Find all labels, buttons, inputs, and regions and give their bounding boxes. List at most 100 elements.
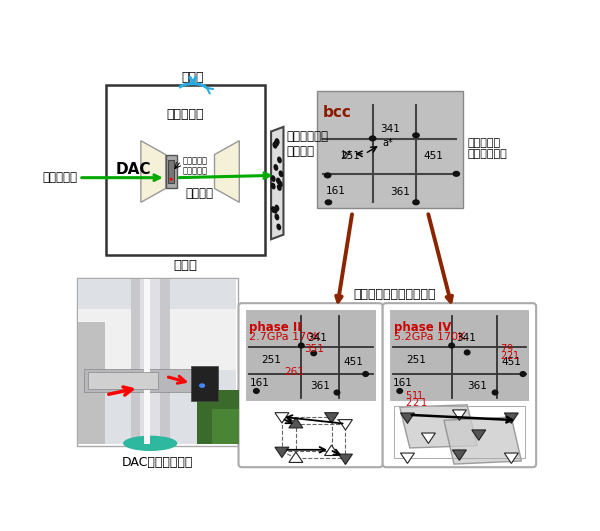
Text: 回転軸: 回転軸 <box>182 72 204 84</box>
Ellipse shape <box>277 224 281 230</box>
Bar <box>144 279 150 444</box>
Text: 351: 351 <box>304 344 324 354</box>
Ellipse shape <box>278 181 283 187</box>
Polygon shape <box>338 419 352 430</box>
Polygon shape <box>275 413 289 423</box>
Bar <box>131 279 170 444</box>
Text: 9: 9 <box>506 344 513 354</box>
Bar <box>78 309 236 370</box>
Text: 7: 7 <box>500 344 507 354</box>
Ellipse shape <box>491 389 499 396</box>
Text: 5.2GPa 170K: 5.2GPa 170K <box>394 332 465 341</box>
Bar <box>191 366 218 401</box>
Text: DAC実験装置写真: DAC実験装置写真 <box>121 457 193 469</box>
Ellipse shape <box>520 371 526 377</box>
Polygon shape <box>141 141 166 202</box>
Text: 放射光Ｘ線: 放射光Ｘ線 <box>43 171 77 184</box>
Bar <box>88 372 158 389</box>
Text: DAC: DAC <box>115 162 151 177</box>
Text: 451: 451 <box>424 151 443 161</box>
Ellipse shape <box>334 389 340 396</box>
Ellipse shape <box>412 199 420 205</box>
Ellipse shape <box>452 171 460 177</box>
Bar <box>77 278 238 446</box>
Ellipse shape <box>272 207 278 214</box>
FancyBboxPatch shape <box>239 303 383 467</box>
Text: 341: 341 <box>457 333 476 343</box>
Ellipse shape <box>275 138 280 145</box>
Polygon shape <box>400 405 477 448</box>
Text: 圧力測定用
ルビー結晶: 圧力測定用 ルビー結晶 <box>183 156 208 176</box>
Text: 251: 251 <box>407 355 427 365</box>
Polygon shape <box>271 127 283 239</box>
FancyBboxPatch shape <box>383 303 536 467</box>
Text: 261: 261 <box>284 367 304 376</box>
Ellipse shape <box>325 199 332 205</box>
Text: 361: 361 <box>391 187 410 198</box>
Text: 2: 2 <box>405 398 412 408</box>
Ellipse shape <box>464 349 470 356</box>
Ellipse shape <box>412 132 420 139</box>
Ellipse shape <box>274 164 278 171</box>
Text: a*: a* <box>382 138 392 148</box>
Ellipse shape <box>123 435 178 451</box>
Text: bcc: bcc <box>323 105 352 119</box>
Text: 161: 161 <box>326 186 346 196</box>
Text: 451: 451 <box>343 357 363 367</box>
Polygon shape <box>421 433 436 443</box>
Bar <box>78 322 105 444</box>
Bar <box>78 279 236 444</box>
Text: 2.7GPa 170K: 2.7GPa 170K <box>250 332 321 341</box>
Ellipse shape <box>274 204 280 211</box>
Text: 161: 161 <box>393 378 413 388</box>
Polygon shape <box>472 430 486 440</box>
Polygon shape <box>505 413 518 423</box>
Ellipse shape <box>277 184 281 191</box>
Ellipse shape <box>298 342 305 349</box>
Text: 1: 1 <box>421 398 427 408</box>
Ellipse shape <box>199 383 205 388</box>
Ellipse shape <box>310 350 317 356</box>
Text: 低温高圧の回折パターン: 低温高圧の回折パターン <box>354 288 436 301</box>
Ellipse shape <box>324 172 332 178</box>
Polygon shape <box>325 445 338 456</box>
Polygon shape <box>401 413 415 423</box>
Text: 常温常圧の
回折パターン: 常温常圧の 回折パターン <box>467 138 507 159</box>
Text: 2: 2 <box>412 398 418 408</box>
Polygon shape <box>452 450 466 460</box>
Polygon shape <box>275 447 289 458</box>
Ellipse shape <box>362 371 369 377</box>
Bar <box>106 85 265 255</box>
Polygon shape <box>289 417 303 428</box>
Polygon shape <box>452 410 466 421</box>
Ellipse shape <box>278 170 283 177</box>
Bar <box>166 155 176 189</box>
Text: 2: 2 <box>500 350 507 361</box>
Polygon shape <box>289 452 303 463</box>
Bar <box>168 160 174 183</box>
Ellipse shape <box>274 140 279 147</box>
Ellipse shape <box>253 388 260 394</box>
Polygon shape <box>444 417 521 464</box>
Text: 361: 361 <box>467 381 487 391</box>
Bar <box>212 409 239 444</box>
Ellipse shape <box>274 213 280 220</box>
Polygon shape <box>338 454 352 465</box>
Ellipse shape <box>396 388 403 394</box>
Bar <box>389 310 529 401</box>
Ellipse shape <box>272 142 277 149</box>
Polygon shape <box>215 141 239 202</box>
Text: 251: 251 <box>261 355 281 365</box>
Ellipse shape <box>448 342 455 349</box>
Text: 11: 11 <box>412 391 424 401</box>
Text: phase IV: phase IV <box>394 321 451 334</box>
Ellipse shape <box>271 183 275 190</box>
Ellipse shape <box>277 157 282 164</box>
Bar <box>197 390 239 444</box>
Ellipse shape <box>276 177 281 184</box>
Text: 冷凍機: 冷凍機 <box>173 259 197 271</box>
Text: 5: 5 <box>405 391 412 401</box>
Ellipse shape <box>369 135 376 141</box>
Bar <box>245 310 376 401</box>
Text: 451: 451 <box>501 357 521 367</box>
